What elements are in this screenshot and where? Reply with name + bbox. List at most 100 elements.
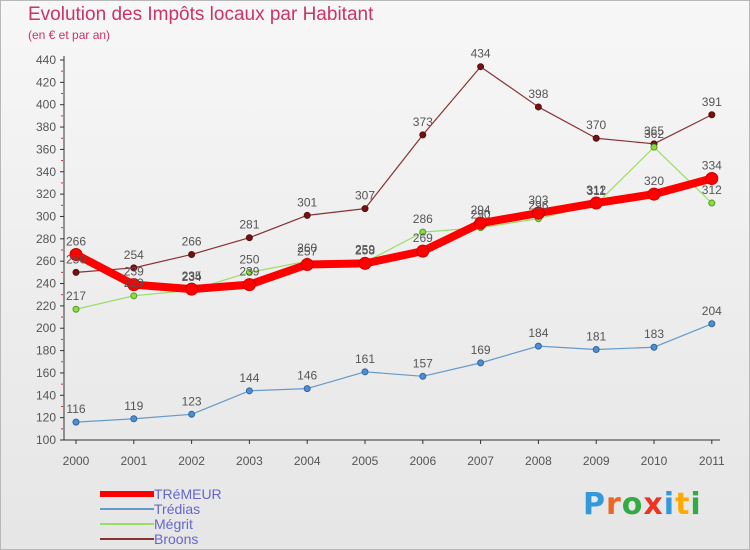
data-label: 370: [586, 118, 606, 132]
data-point: [531, 206, 545, 220]
x-tick-label: 2001: [120, 454, 147, 468]
data-point: [188, 250, 196, 258]
data-label: 161: [355, 352, 375, 366]
data-label: 312: [702, 183, 722, 197]
data-point: [419, 131, 427, 139]
legend-label: TRéMEUR: [154, 486, 222, 502]
logo-letter: i: [663, 487, 676, 522]
data-label: 320: [644, 174, 664, 188]
data-point: [592, 345, 600, 353]
data-point: [245, 387, 253, 395]
data-label: 254: [124, 248, 144, 262]
data-point: [708, 320, 716, 328]
data-point: [534, 103, 542, 111]
y-tick-label: 200: [36, 321, 56, 335]
data-label: 146: [297, 369, 317, 383]
data-label: 123: [182, 394, 202, 408]
legend-item: Mégrit: [100, 516, 320, 532]
x-tick-label: 2011: [699, 454, 725, 468]
data-label: 157: [413, 356, 433, 370]
y-tick-label: 320: [36, 187, 56, 201]
data-point: [242, 278, 256, 292]
data-label: 235: [182, 269, 202, 283]
x-tick-label: 2009: [583, 454, 610, 468]
data-point: [300, 258, 314, 272]
y-tick-label: 160: [36, 366, 56, 380]
data-label: 301: [297, 195, 317, 209]
x-tick-label: 2003: [236, 454, 263, 468]
data-label: 286: [413, 212, 433, 226]
data-label: 391: [702, 95, 722, 109]
data-point: [416, 244, 430, 258]
proxiti-logo: Proxiti: [583, 487, 702, 522]
data-point: [245, 268, 253, 276]
data-label: 258: [355, 243, 375, 257]
data-label: 307: [355, 189, 375, 203]
data-label: 183: [644, 327, 664, 341]
data-point: [361, 368, 369, 376]
logo-letter: i: [690, 487, 702, 522]
data-label: 259: [355, 242, 375, 256]
data-point: [474, 216, 488, 230]
legend-item: Trédias: [100, 501, 320, 517]
data-label: 184: [528, 326, 548, 340]
data-point: [358, 256, 372, 270]
data-label: 239: [239, 265, 259, 279]
data-label: 260: [297, 241, 317, 255]
data-label: 398: [528, 87, 548, 101]
data-point: [708, 111, 716, 119]
data-point: [477, 359, 485, 367]
series-line-1: [75, 323, 713, 423]
data-label: 281: [239, 218, 259, 232]
legend-swatch: [100, 491, 154, 497]
data-point: [188, 410, 196, 418]
data-point: [647, 187, 661, 201]
series-line-0: [72, 174, 716, 294]
data-point: [708, 199, 716, 207]
legend-label: Broons: [154, 531, 199, 547]
data-label: 294: [471, 203, 491, 217]
legend-label: Trédias: [154, 501, 201, 517]
y-tick-label: 280: [36, 232, 56, 246]
y-tick-label: 400: [36, 98, 56, 112]
data-label: 229: [124, 276, 144, 290]
data-point: [130, 292, 138, 300]
data-label: 119: [124, 399, 143, 413]
legend-swatch: [100, 508, 154, 510]
y-tick-label: 440: [36, 53, 56, 67]
data-point: [72, 305, 80, 313]
x-tick-label: 2007: [467, 454, 494, 468]
data-label: 290: [471, 208, 491, 222]
data-point: [303, 385, 311, 393]
y-tick-label: 420: [36, 75, 56, 89]
data-label: 269: [413, 231, 433, 245]
data-label: 365: [644, 124, 664, 138]
data-point: [127, 278, 141, 292]
x-tick-label: 2006: [409, 454, 436, 468]
y-tick-label: 360: [36, 142, 56, 156]
legend-label: Mégrit: [154, 516, 193, 532]
data-point: [303, 211, 311, 219]
y-tick-label: 300: [36, 209, 56, 223]
data-label: 303: [528, 193, 548, 207]
data-label: 239: [124, 265, 144, 279]
data-label: 116: [66, 402, 85, 416]
data-point: [419, 372, 427, 380]
x-tick-label: 2010: [641, 454, 668, 468]
data-label: 266: [66, 234, 86, 248]
y-tick-label: 380: [36, 120, 56, 134]
y-tick-label: 120: [36, 411, 56, 425]
data-point: [69, 247, 83, 261]
logo-letter: o: [621, 487, 644, 522]
chart-subtitle: (en € et par an): [28, 28, 111, 42]
data-label: 373: [413, 115, 433, 129]
data-point: [705, 171, 719, 185]
y-tick-label: 100: [36, 433, 56, 447]
data-label: 250: [66, 252, 86, 266]
data-point: [245, 234, 253, 242]
data-point: [477, 63, 485, 71]
data-label: 312: [586, 183, 606, 197]
data-label: 234: [182, 270, 202, 284]
